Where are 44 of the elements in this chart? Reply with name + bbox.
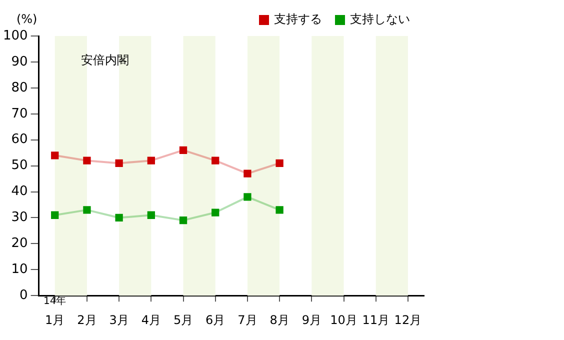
point bbox=[51, 152, 59, 160]
point bbox=[147, 156, 155, 164]
x-tick-label: 3月 bbox=[109, 312, 129, 327]
y-tick-label: 80 bbox=[11, 80, 28, 96]
point bbox=[51, 211, 59, 219]
point bbox=[179, 216, 188, 224]
point bbox=[83, 206, 91, 214]
x-tick-label: 12月 bbox=[394, 312, 422, 327]
y-tick-label: 10 bbox=[11, 262, 28, 278]
point bbox=[244, 193, 252, 201]
legend-label: 支持する bbox=[274, 12, 322, 26]
point bbox=[212, 208, 220, 216]
x-tick-label: 4月 bbox=[141, 312, 161, 327]
y-tick-label: 50 bbox=[11, 158, 28, 174]
x-tick-label: 1月 bbox=[45, 312, 65, 327]
point bbox=[115, 214, 123, 222]
point bbox=[212, 156, 220, 164]
x-tick-label: 2月 bbox=[77, 312, 97, 327]
y-tick-label: 100 bbox=[2, 28, 28, 44]
x-tick-label: 11月 bbox=[362, 312, 390, 327]
x-tick-label: 8月 bbox=[270, 312, 290, 327]
x-tick-label: 9月 bbox=[302, 312, 322, 327]
y-tick-label: 60 bbox=[11, 132, 28, 148]
text: 14年 bbox=[43, 295, 66, 308]
annotation: 安倍内閣 bbox=[80, 53, 129, 68]
legend-label: 支持しない bbox=[350, 12, 410, 26]
x-tick-label: 10月 bbox=[330, 312, 358, 327]
x-tick-label: 7月 bbox=[238, 312, 258, 327]
y-tick-label: 70 bbox=[11, 106, 28, 122]
point bbox=[276, 159, 284, 168]
y-axis-title: (%) bbox=[16, 12, 38, 26]
y-tick-label: 30 bbox=[11, 210, 28, 226]
point bbox=[115, 159, 123, 168]
point bbox=[276, 206, 284, 214]
y-tick-label: 0 bbox=[20, 288, 28, 303]
point bbox=[83, 156, 91, 164]
point bbox=[244, 170, 252, 178]
y-tick-label: 90 bbox=[11, 54, 28, 70]
point bbox=[147, 211, 155, 219]
point bbox=[179, 146, 188, 154]
y-tick-label: 20 bbox=[11, 236, 28, 252]
x-tick-label: 6月 bbox=[206, 312, 226, 327]
x-tick-label: 5月 bbox=[173, 312, 194, 327]
y-tick-label: 40 bbox=[11, 184, 28, 200]
